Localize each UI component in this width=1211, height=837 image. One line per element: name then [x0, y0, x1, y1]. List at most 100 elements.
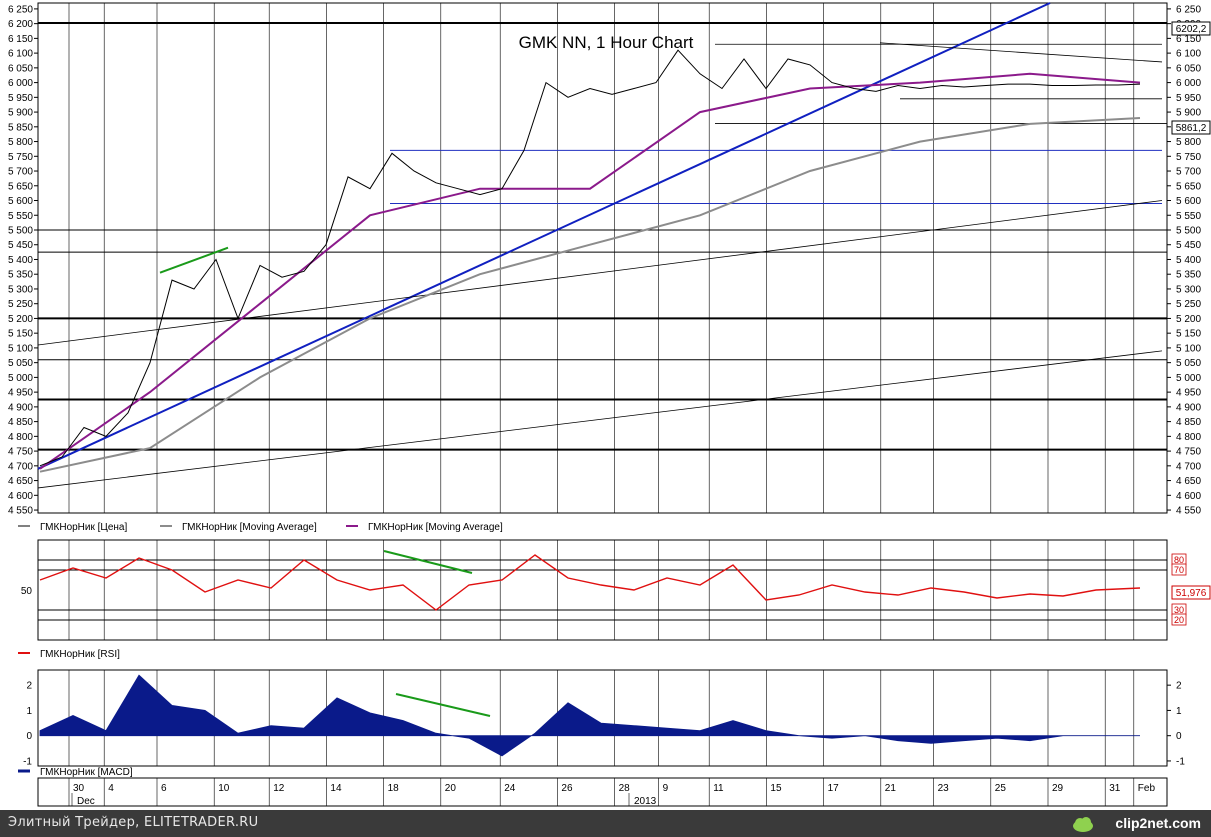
- time-day-label: 31: [1109, 783, 1121, 794]
- price-tick-label-left: 4 600: [8, 491, 33, 502]
- price-tick-label-left: 6 100: [8, 49, 33, 60]
- time-day-label: 21: [885, 783, 897, 794]
- macd-divergence-line: [395, 693, 491, 717]
- price-tick-label-right: 4 900: [1176, 402, 1201, 413]
- price-label-upper: 6202,2: [1171, 21, 1211, 36]
- rsi-tick-label-right: 70: [1174, 565, 1184, 575]
- price-tick-label-right: 4 800: [1176, 432, 1201, 443]
- moving-average-fast: [39, 72, 1141, 470]
- price-series: [39, 49, 1141, 467]
- time-day-label: 18: [388, 783, 400, 794]
- trend-line: [879, 42, 1163, 63]
- price-tick-label-right: 5 100: [1176, 343, 1201, 354]
- price-tick-label-right: 4 750: [1176, 447, 1201, 458]
- trend-lines: [37, 2, 1163, 489]
- trend-line: [37, 350, 1163, 489]
- price-tick-label-left: 6 050: [8, 63, 33, 74]
- price-tick-label-left: 4 850: [8, 417, 33, 428]
- legend-price: ГМКНорНик [Цена]: [40, 522, 127, 533]
- time-day-label: 10: [218, 783, 230, 794]
- rsi-tick-label-right: 30: [1174, 605, 1184, 615]
- time-day-label: 17: [828, 783, 840, 794]
- price-tick-label-left: 6 000: [8, 78, 33, 89]
- macd-tick-label-left: -1: [23, 756, 32, 767]
- price-tick-label-right: 6 000: [1176, 78, 1201, 89]
- price-tick-label-left: 5 800: [8, 137, 33, 148]
- macd-panel: [37, 669, 1168, 767]
- rsi-tick-box: [1171, 613, 1187, 626]
- price-tick-label-right: 5 450: [1176, 240, 1201, 251]
- price-tick-label-right: 5 500: [1176, 225, 1201, 236]
- time-day-label: 24: [504, 783, 516, 794]
- price-tick-label-right: 5 250: [1176, 299, 1201, 310]
- price-tick-label-right: 5 650: [1176, 181, 1201, 192]
- price-tick-label-right: 4 600: [1176, 491, 1201, 502]
- macd-tick-label-right: -1: [1176, 756, 1185, 767]
- price-tick-label-left: 5 900: [8, 108, 33, 119]
- time-day-label: 12: [273, 783, 285, 794]
- moving-average-slow: [39, 117, 1141, 473]
- trend-line: [37, 200, 1163, 346]
- rsi-panel: [37, 539, 1168, 641]
- main-uptrend-line: [37, 2, 1051, 470]
- time-day-label: Feb: [1138, 783, 1156, 794]
- price-tick-label-left: 5 400: [8, 255, 33, 266]
- price-tick-label-left: 5 850: [8, 122, 33, 133]
- brand: clip2net.com: [1071, 813, 1201, 834]
- macd-y-axis: 2 2 1 1 0 0 -1 -1: [23, 681, 1185, 768]
- price-tick-label-left: 5 100: [8, 343, 33, 354]
- time-day-label: 20: [445, 783, 457, 794]
- time-day-label: 11: [713, 783, 724, 794]
- legend-ma-fast: ГМКНорНик [Moving Average]: [368, 522, 503, 533]
- rsi-tick-label-right: 20: [1174, 615, 1184, 625]
- time-day-label: 30: [73, 783, 85, 794]
- legend-macd: ГМКНорНик [MACD]: [40, 767, 133, 778]
- legend-ma-slow: ГМКНорНик [Moving Average]: [182, 522, 317, 533]
- macd-legend: ГМКНорНик [MACD]: [18, 767, 133, 778]
- price-tick-label-right: 4 650: [1176, 476, 1201, 487]
- price-tick-label-left: 5 250: [8, 299, 33, 310]
- price-panel: [37, 2, 1168, 514]
- price-tick-label-right: 5 600: [1176, 196, 1201, 207]
- price-tick-label-left: 4 800: [8, 432, 33, 443]
- price-tick-label-right: 5 350: [1176, 270, 1201, 281]
- macd-tick-label-left: 1: [26, 706, 32, 717]
- macd-tick-label-left: 0: [26, 731, 32, 742]
- price-tick-label-right: 5 000: [1176, 373, 1201, 384]
- rsi-value-text: 51,976: [1176, 588, 1207, 599]
- price-tick-label-left: 4 650: [8, 476, 33, 487]
- time-day-label: 28: [619, 783, 631, 794]
- price-tick-label-left: 5 550: [8, 211, 33, 222]
- macd-tick-label-right: 0: [1176, 731, 1182, 742]
- macd-tick-label-left: 2: [26, 681, 32, 692]
- price-tick-label-left: 4 750: [8, 447, 33, 458]
- price-label-lower-text: 5861,2: [1176, 123, 1207, 134]
- rsi-legend: ГМКНорНик [RSI]: [18, 649, 120, 660]
- time-day-label: 26: [561, 783, 573, 794]
- macd-tick-label-right: 2: [1176, 681, 1182, 692]
- chart-title: GMK NN, 1 Hour Chart: [519, 33, 694, 52]
- price-tick-label-left: 5 650: [8, 181, 33, 192]
- rsi-value-label: 51,976: [1171, 585, 1211, 600]
- price-tick-label-right: 5 050: [1176, 358, 1201, 369]
- time-day-label: 25: [995, 783, 1007, 794]
- time-day-label: 4: [108, 783, 114, 794]
- price-tick-label-left: 5 700: [8, 167, 33, 178]
- price-tick-label-left: 4 700: [8, 461, 33, 472]
- time-month-label: Dec: [77, 796, 95, 807]
- price-tick-label-left: 5 450: [8, 240, 33, 251]
- price-tick-label-left: 5 950: [8, 93, 33, 104]
- price-tick-label-left: 6 200: [8, 19, 33, 30]
- price-tick-label-left: 6 150: [8, 34, 33, 45]
- price-tick-label-left: 5 300: [8, 284, 33, 295]
- time-axis: [37, 777, 1168, 807]
- price-tick-label-right: 5 950: [1176, 93, 1201, 104]
- time-day-label: 29: [1052, 783, 1064, 794]
- price-tick-label-right: 5 800: [1176, 137, 1201, 148]
- rsi-tick-label-right: 80: [1174, 555, 1184, 565]
- footer-bar: Элитный Трейдер, ELITETRADER.RU clip2net…: [0, 810, 1211, 837]
- price-tick-label-right: 6 150: [1176, 34, 1201, 45]
- rsi-tick-label-left: 50: [21, 586, 33, 597]
